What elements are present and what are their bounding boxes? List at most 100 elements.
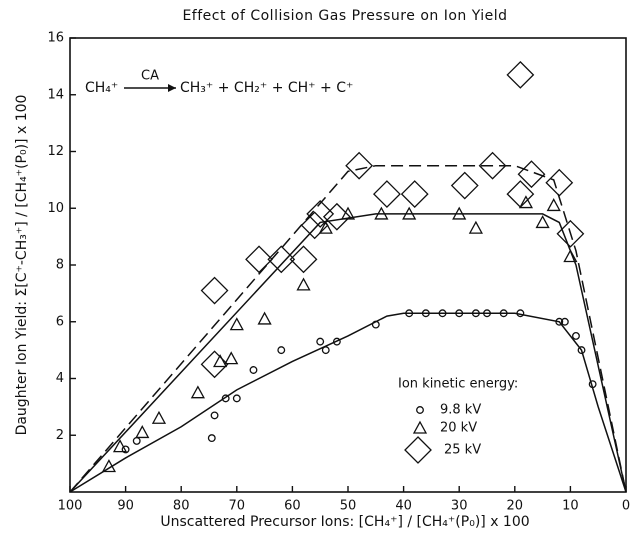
- triangle-marker: [563, 249, 578, 263]
- diamond-marker: [506, 60, 535, 89]
- legend-marker: [416, 406, 424, 414]
- x-tick-label: 40: [395, 499, 412, 514]
- circle-marker: [516, 309, 525, 318]
- reaction-reactant: CH₄⁺: [85, 80, 118, 96]
- triangle-marker: [101, 459, 117, 473]
- diamond-marker: [450, 171, 479, 200]
- reaction-arrowhead: [168, 84, 176, 92]
- legend-label: 20 kV: [440, 421, 477, 436]
- y-tick-label: 6: [56, 314, 64, 329]
- circle-marker: [321, 346, 330, 355]
- diamond-marker: [300, 211, 329, 240]
- y-tick-label: 14: [47, 87, 64, 102]
- triangle-marker: [135, 425, 150, 439]
- diamond-marker: [322, 202, 351, 231]
- circle-marker: [207, 434, 216, 443]
- diamond-marker: [267, 245, 296, 274]
- legend-marker: [404, 436, 432, 464]
- diamond-marker: [289, 245, 318, 274]
- circle-marker: [371, 320, 380, 329]
- y-tick-label: 8: [56, 258, 64, 273]
- triangle-marker: [151, 410, 167, 424]
- triangle-marker: [296, 277, 311, 291]
- triangle-marker: [468, 220, 483, 234]
- fit-line: [69, 213, 627, 493]
- legend-label: 25 kV: [444, 443, 481, 458]
- circle-marker: [555, 317, 564, 326]
- legend-marker: [412, 420, 428, 434]
- circle-marker: [483, 309, 491, 318]
- triangle-marker: [229, 317, 244, 331]
- chart-title: Effect of Collision Gas Pressure on Ion …: [182, 8, 507, 24]
- circle-marker: [232, 394, 241, 403]
- circle-marker: [221, 394, 230, 403]
- triangle-marker: [112, 439, 128, 453]
- circle-marker: [121, 445, 130, 454]
- circle-marker: [471, 309, 480, 318]
- x-axis-label: Unscattered Precursor Ions: [CH₄⁺] / [CH…: [160, 514, 529, 530]
- circle-marker: [249, 366, 258, 374]
- diamond-marker: [200, 350, 229, 379]
- reaction-arrow-label: CA: [141, 69, 159, 84]
- triangle-marker: [190, 385, 205, 399]
- triangle-marker: [374, 206, 389, 220]
- x-tick-label: 20: [507, 499, 524, 514]
- y-tick-label: 12: [47, 144, 64, 159]
- reaction-products: CH₃⁺ + CH₂⁺ + CH⁺ + C⁺: [180, 80, 353, 96]
- triangle-marker: [546, 198, 561, 212]
- circle-marker: [332, 337, 341, 346]
- circle-marker: [455, 309, 464, 318]
- diamond-marker: [306, 200, 335, 228]
- legend-label: 9.8 kV: [440, 403, 481, 418]
- x-tick-label: 80: [173, 499, 190, 514]
- circle-marker: [499, 309, 508, 318]
- triangle-marker: [257, 311, 272, 325]
- y-tick-label: 4: [56, 371, 64, 386]
- circle-marker: [438, 309, 447, 318]
- x-tick-label: 0: [622, 499, 630, 514]
- plot-frame: [69, 37, 627, 493]
- y-tick-label: 10: [47, 201, 64, 216]
- diamond-marker: [373, 180, 401, 208]
- triangle-marker: [213, 354, 228, 368]
- diamond-marker: [556, 219, 585, 248]
- diamond-marker: [478, 151, 507, 180]
- y-tick-label: 2: [56, 428, 64, 443]
- diamond-marker: [506, 180, 535, 208]
- x-tick-label: 10: [562, 499, 579, 514]
- diamond-marker: [245, 245, 273, 274]
- fit-line: [69, 312, 627, 493]
- circle-marker: [132, 436, 141, 445]
- x-tick-label: 60: [284, 499, 301, 514]
- fit-line: [69, 164, 627, 493]
- diamond-marker: [200, 276, 229, 305]
- circle-marker: [588, 380, 597, 389]
- circle-marker: [210, 411, 219, 420]
- circle-marker: [405, 309, 414, 318]
- triangle-marker: [518, 195, 534, 209]
- circle-marker: [577, 346, 586, 355]
- x-tick-label: 100: [58, 499, 83, 514]
- circle-marker: [572, 331, 580, 340]
- circle-marker: [560, 317, 569, 326]
- diamond-marker: [517, 160, 546, 189]
- diamond-marker: [345, 151, 374, 180]
- legend-title: Ion kinetic energy:: [398, 377, 518, 392]
- diamond-marker: [400, 180, 429, 208]
- y-tick-label: 16: [47, 31, 64, 46]
- triangle-marker: [452, 206, 467, 220]
- triangle-marker: [402, 206, 417, 220]
- diamond-marker: [545, 168, 574, 197]
- triangle-marker: [535, 215, 550, 229]
- x-tick-label: 50: [340, 499, 357, 514]
- y-axis-label: Daughter Ion Yield: Σ[C⁺-CH₃⁺] / [CH₄⁺(P…: [14, 95, 30, 436]
- circle-marker: [421, 309, 430, 318]
- triangle-marker: [224, 351, 239, 365]
- circle-marker: [277, 346, 286, 355]
- x-tick-label: 30: [451, 499, 468, 514]
- x-tick-label: 90: [117, 499, 134, 514]
- x-tick-label: 70: [229, 499, 246, 514]
- triangle-marker: [318, 220, 333, 234]
- circle-marker: [316, 337, 325, 346]
